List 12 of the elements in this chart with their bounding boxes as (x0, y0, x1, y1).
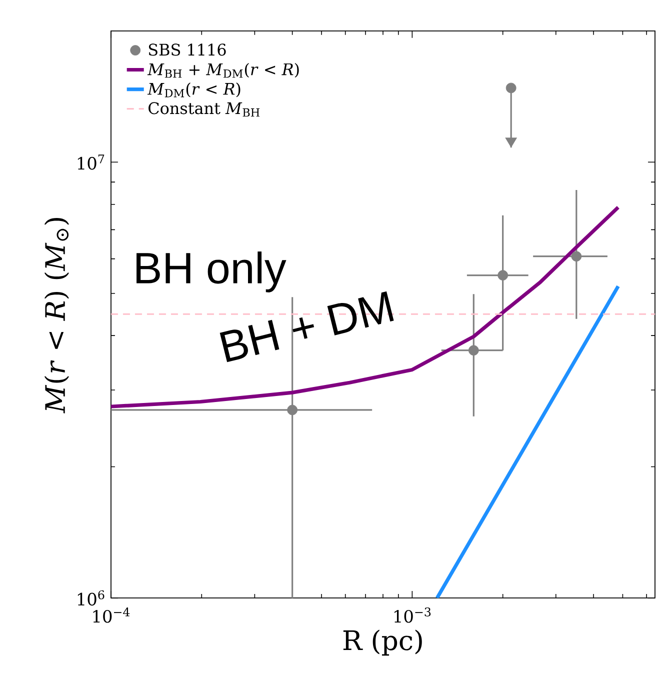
x-axis-title: R (pc) (343, 630, 422, 656)
x-tick-label: 10$^{−4}$ (93, 607, 130, 623)
y-tick-label: 10$^{7}$ (78, 154, 104, 170)
x-tick-label: 10$^{−3}$ (394, 607, 431, 623)
legend-label: SBS 1116 (148, 44, 226, 56)
y-tick-label: 10$^{6}$ (78, 590, 104, 606)
legend-label: Constant M$_{BH}$ (148, 102, 260, 117)
annotation: BH + DM (220, 291, 394, 362)
annotation: BH only (136, 252, 286, 292)
text: M(r < R) (M$_{⊙}$) (44, 218, 70, 414)
legend-label: M$_{DM}$(r < R) (147, 82, 240, 98)
text: M$_{BH}$ + M$_{DM}$(r < R) (147, 62, 299, 78)
